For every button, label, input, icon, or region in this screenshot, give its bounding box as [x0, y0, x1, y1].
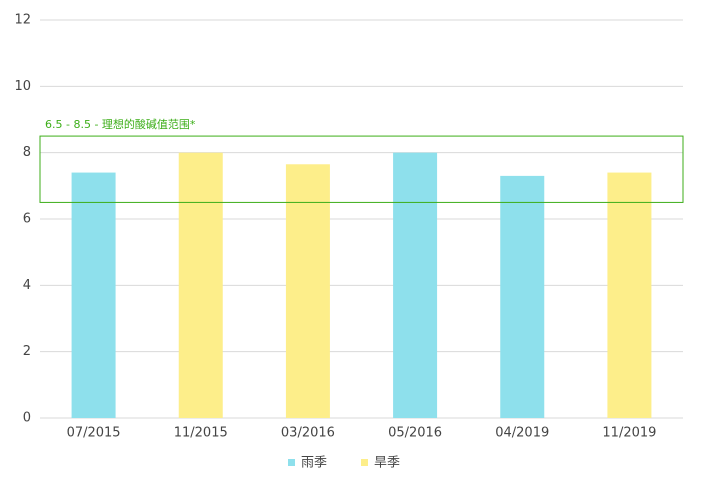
x-tick-label: 11/2015 [174, 426, 228, 441]
x-tick-label: 03/2016 [281, 426, 335, 441]
y-tick-label: 10 [14, 79, 31, 94]
legend-label: 雨季 [301, 456, 327, 471]
bar [285, 164, 330, 418]
band-label: 6.5 - 8.5 - 理想的酸碱值范围* [45, 117, 196, 131]
y-tick-label: 8 [23, 145, 31, 160]
y-tick-label: 6 [23, 212, 31, 227]
y-tick-label: 12 [14, 13, 31, 28]
bar [393, 152, 438, 418]
bar [500, 175, 545, 418]
bar [71, 172, 116, 418]
x-tick-label: 05/2016 [388, 426, 442, 441]
legend-swatch [361, 459, 368, 466]
y-tick-label: 0 [23, 411, 31, 426]
y-tick-label: 4 [23, 278, 31, 293]
legend-swatch [288, 459, 295, 466]
legend-label: 旱季 [374, 456, 400, 471]
bar [178, 152, 223, 418]
x-tick-label: 11/2019 [602, 426, 656, 441]
bar [607, 172, 652, 418]
range-band [39, 135, 684, 203]
x-tick-label: 07/2015 [67, 426, 121, 441]
y-tick-label: 2 [23, 344, 31, 359]
x-tick-label: 04/2019 [495, 426, 549, 441]
